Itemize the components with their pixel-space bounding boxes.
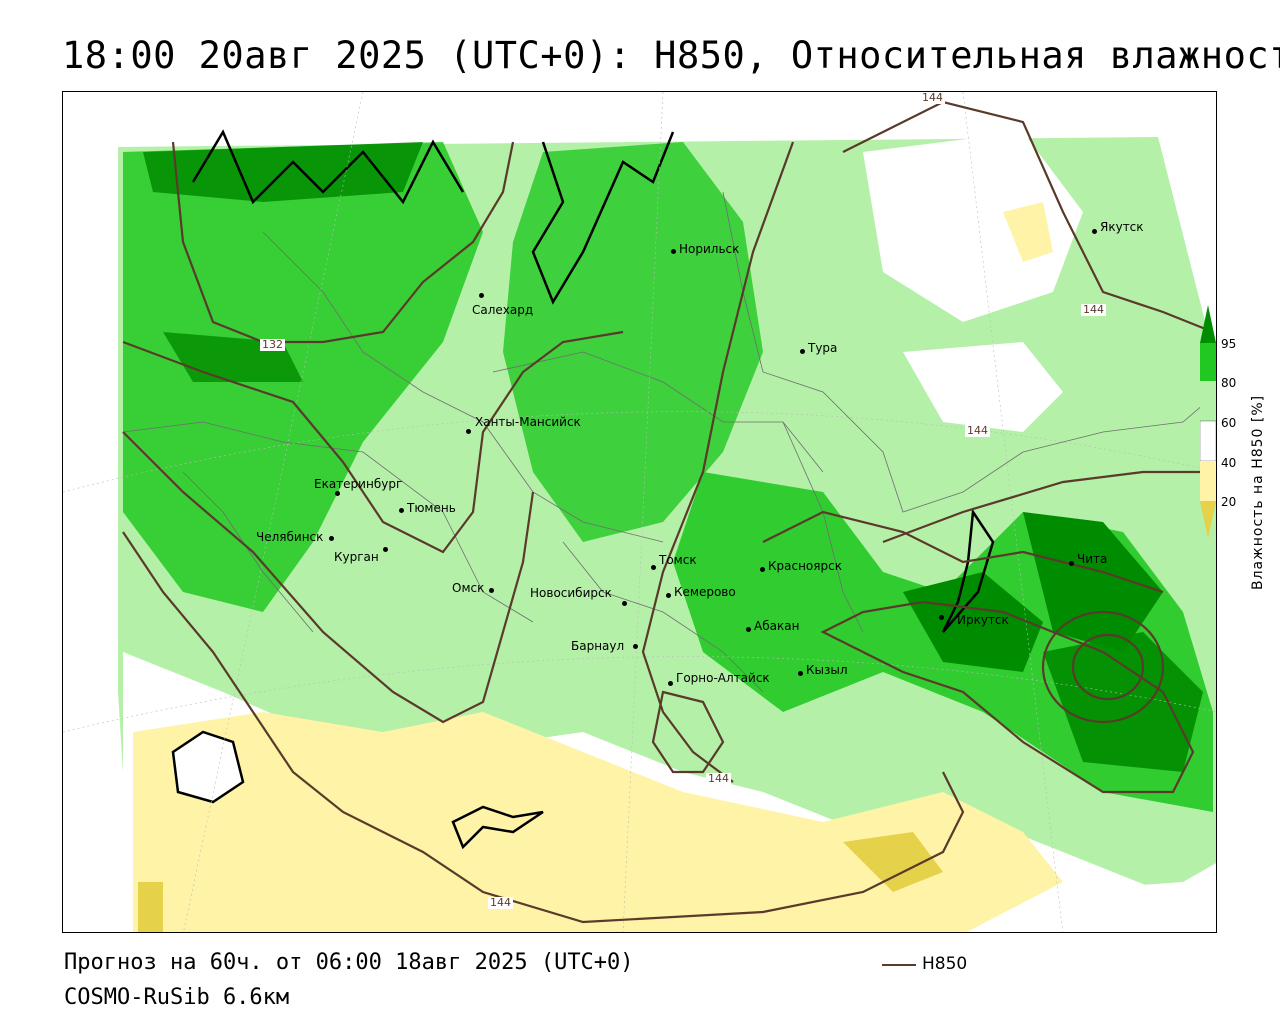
city-marker — [668, 681, 673, 686]
city-label-tyumen: Тюмень — [407, 501, 456, 515]
humid-area-central — [503, 142, 763, 542]
city-marker — [1069, 561, 1074, 566]
model-name: COSMO-RuSib 6.6км — [64, 985, 290, 1010]
city-marker — [651, 565, 656, 570]
colorbar-tick: 60 — [1221, 416, 1237, 430]
colorbar-tick: 40 — [1221, 456, 1237, 470]
city-label-chelyabinsk: Челябинск — [256, 530, 324, 544]
city-label-kyzyl: Кызыл — [806, 663, 848, 677]
city-marker — [335, 491, 340, 496]
city-label-kurgan: Курган — [334, 550, 379, 564]
city-label-gorno-altaysk: Горно-Алтайск — [676, 671, 770, 685]
humid-area-west — [123, 142, 483, 612]
city-marker — [399, 508, 404, 513]
city-label-tura: Тура — [808, 341, 838, 355]
contour-label: 144 — [920, 91, 945, 104]
city-marker — [671, 249, 676, 254]
contour-label: 132 — [260, 338, 285, 351]
city-label-kemerovo: Кемерово — [674, 585, 736, 599]
very-dry-patch — [843, 832, 943, 892]
city-marker — [798, 671, 803, 676]
lake-balkhash — [451, 805, 544, 850]
map-title: 18:00 20авг 2025 (UTC+0): H850, Относите… — [62, 34, 1280, 77]
lake-balkhash-west — [171, 730, 245, 804]
city-label-norilsk: Норильск — [679, 242, 740, 256]
city-marker — [633, 644, 638, 649]
h850-legend-line — [882, 964, 916, 966]
city-marker — [800, 349, 805, 354]
coastline-arctic — [191, 129, 465, 205]
clear-area-east — [903, 342, 1063, 432]
city-marker — [329, 536, 334, 541]
city-marker — [383, 547, 388, 552]
coastline-yamal — [531, 131, 675, 305]
h850-legend-label: H850 — [922, 954, 968, 974]
city-marker — [1092, 229, 1097, 234]
city-label-salekhard: Салехард — [472, 303, 534, 317]
city-label-yekaterinburg: Екатеринбург — [314, 477, 403, 491]
city-label-khanty-mansiysk: Ханты-Мансийск — [475, 415, 581, 429]
city-marker — [622, 601, 627, 606]
city-label-yakutsk: Якутск — [1100, 220, 1144, 234]
dry-area-north-east — [1003, 202, 1053, 262]
city-marker — [746, 627, 751, 632]
city-marker — [760, 567, 765, 572]
city-label-irkutsk: Иркутск — [957, 613, 1009, 627]
colorbar-title: Влажность на H850 [%] — [1250, 394, 1266, 590]
contour-label: 144 — [965, 424, 990, 437]
map-panel — [62, 91, 1217, 933]
city-label-krasnoyarsk: Красноярск — [768, 559, 842, 573]
city-marker — [489, 588, 494, 593]
colorbar-tick: 80 — [1221, 376, 1237, 390]
very-dry-patch-west — [138, 882, 163, 932]
contour-label: 144 — [1081, 303, 1106, 316]
city-label-chita: Чита — [1077, 552, 1108, 566]
contour-label: 144 — [706, 772, 731, 785]
city-label-tomsk: Томск — [659, 553, 697, 567]
dry-area-south — [133, 712, 1063, 932]
forecast-info: Прогноз на 60ч. от 06:00 18авг 2025 (UTC… — [64, 950, 634, 975]
city-marker — [479, 293, 484, 298]
city-label-abakan: Абакан — [754, 619, 800, 633]
humidity-map — [63, 92, 1216, 932]
city-label-barnaul: Барнаул — [571, 639, 625, 653]
city-label-omsk: Омск — [452, 581, 485, 595]
colorbar-tick: 95 — [1221, 337, 1237, 351]
humidity-colorbar — [1200, 305, 1216, 539]
city-marker — [666, 593, 671, 598]
clear-area-north-east — [863, 132, 1083, 322]
graticule — [63, 92, 1216, 932]
very-humid-core-irkutsk — [903, 572, 1043, 672]
contour-label: 144 — [488, 896, 513, 909]
city-marker — [466, 429, 471, 434]
city-label-novosibirsk: Новосибирск — [530, 586, 612, 600]
city-marker — [939, 615, 944, 620]
colorbar-tick: 20 — [1221, 495, 1237, 509]
